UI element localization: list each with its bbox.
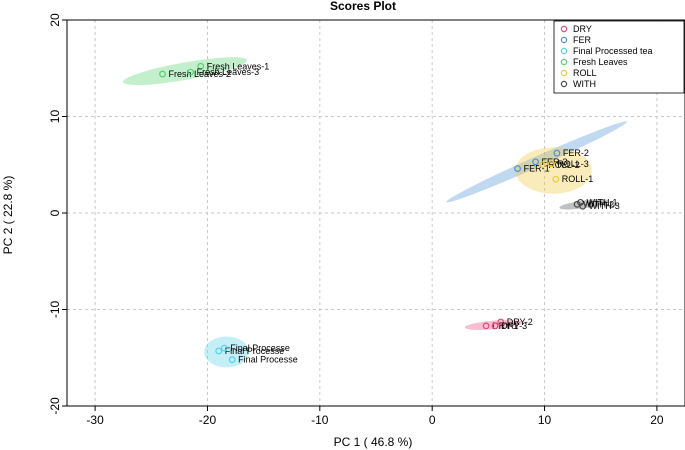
legend-entry: DRY [573,24,592,34]
data-point [547,160,555,168]
point-label: Fresh Leaves-2 [169,69,232,79]
x-tick-label: -20 [199,413,217,427]
point-label: WITH-1 [587,197,618,207]
point-label: DRY-2 [507,317,533,327]
legend-entry: FER [573,35,592,45]
point-label: ROLL-3 [557,159,589,169]
point-label: FER-1 [524,164,550,174]
point-label: Final Processe [230,343,290,353]
data-point [538,161,546,169]
y-tick-label: -20 [48,397,62,415]
legend-entry: ROLL [573,68,597,78]
x-tick-label: 10 [538,413,552,427]
point-label: DRY-3 [501,321,527,331]
confidence-ellipses [122,57,628,368]
data-point [579,202,587,210]
point-label: DRY-1 [492,321,518,331]
x-tick-label: 20 [650,413,664,427]
legend-marker [560,80,568,88]
point-label: ROLL-2 [548,160,580,170]
data-point [482,322,490,330]
point-label: Fresh Leaves-3 [197,67,260,77]
y-tick-label: 0 [48,209,62,216]
x-tick-label: -10 [311,413,329,427]
y-axis-title: PC 2 ( 22.8 %) [1,176,15,255]
confidence-ellipse-fer [446,121,628,203]
data-point [514,165,521,173]
legend-marker [560,36,568,44]
confidence-ellipse-final-processed-tea [204,336,250,368]
chart-title: Scores Plot [330,0,396,13]
point-label: WITH-2 [583,199,614,209]
legend-marker [560,47,568,55]
data-point [187,68,195,76]
data-point [491,322,499,330]
data-point [497,318,505,326]
legend-marker [560,69,568,77]
axis-ticks: -30 -20 -10 0 10 20 -20 -10 0 10 20 [48,13,664,427]
data-point [220,344,228,352]
data-point [552,175,560,183]
legend-box [553,20,685,94]
legend-entry: Fresh Leaves [573,57,628,67]
data-point [532,158,539,166]
confidence-ellipse-fresh-leaves [122,57,247,86]
x-tick-label: 0 [429,413,436,427]
y-tick-label: 20 [48,13,62,27]
x-tick-label: -30 [86,413,104,427]
point-label: Final Processe [225,346,285,356]
confidence-ellipse-dry [464,319,524,330]
data-point [215,347,223,355]
data-point [573,200,581,208]
x-axis-title: PC 1 ( 46.8 %) [334,435,413,449]
data-point [197,62,205,70]
point-label: Fresh Leaves-1 [207,61,270,71]
legend-marker [560,58,568,66]
y-tick-label: 10 [48,110,62,124]
legend-marker [560,25,568,33]
point-label: Final Processe [238,355,298,365]
data-point [553,149,561,157]
legend-entry: WITH [573,79,596,89]
data-point [228,356,236,364]
point-label: ROLL-1 [562,174,594,184]
confidence-ellipse-with [559,199,609,210]
y-tick-label: -10 [48,301,62,319]
data-point [159,70,166,78]
point-label: WITH-3 [589,201,620,211]
legend-entry: Final Processed tea [573,46,653,56]
point-label: FER-2 [563,148,589,158]
point-label: FER-3 [542,157,568,167]
